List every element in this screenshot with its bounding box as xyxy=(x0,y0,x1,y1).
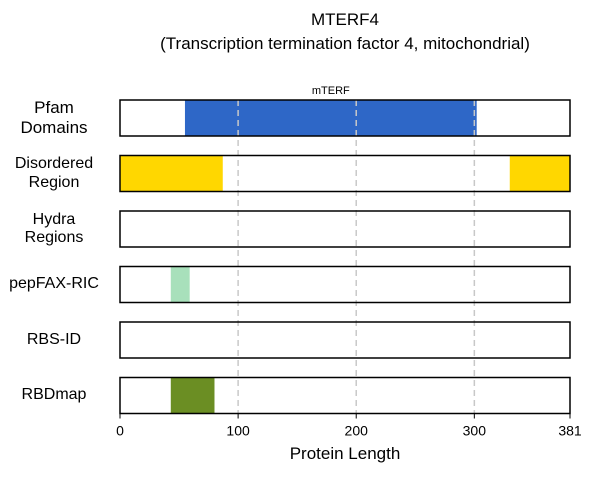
segment-1-1 xyxy=(509,155,570,192)
x-tick-label: 381 xyxy=(558,423,582,439)
track-label: Hydra Regions xyxy=(24,210,84,246)
segment-label: mTERF xyxy=(312,85,350,97)
x-tick-label: 300 xyxy=(463,423,487,439)
x-tick-label: 100 xyxy=(226,423,250,439)
segment-5-0 xyxy=(170,377,215,414)
track-frame-0 xyxy=(119,99,571,137)
chart-subtitle: (Transcription termination factor 4, mit… xyxy=(160,34,530,53)
chart-title: MTERF4 xyxy=(311,10,379,29)
x-tick-label: 200 xyxy=(345,423,369,439)
track-frame-5 xyxy=(119,376,571,415)
track-frame-3 xyxy=(119,265,571,304)
segment-0-0 xyxy=(184,100,477,136)
x-tick-label: 0 xyxy=(116,423,124,439)
track-frame-1 xyxy=(119,154,571,193)
segment-1-0 xyxy=(120,155,223,192)
track-label: RBDmap xyxy=(21,386,87,404)
track-frame-4 xyxy=(119,321,571,359)
track-label: pepFAX-RIC xyxy=(9,275,99,293)
track-frame-2 xyxy=(119,210,571,248)
track-label: Disordered Region xyxy=(14,155,94,191)
track-label: RBS-ID xyxy=(26,330,82,348)
segment-3-0 xyxy=(170,266,190,303)
track-label: Pfam Domains xyxy=(20,98,88,137)
x-axis-label: Protein Length xyxy=(289,444,401,463)
